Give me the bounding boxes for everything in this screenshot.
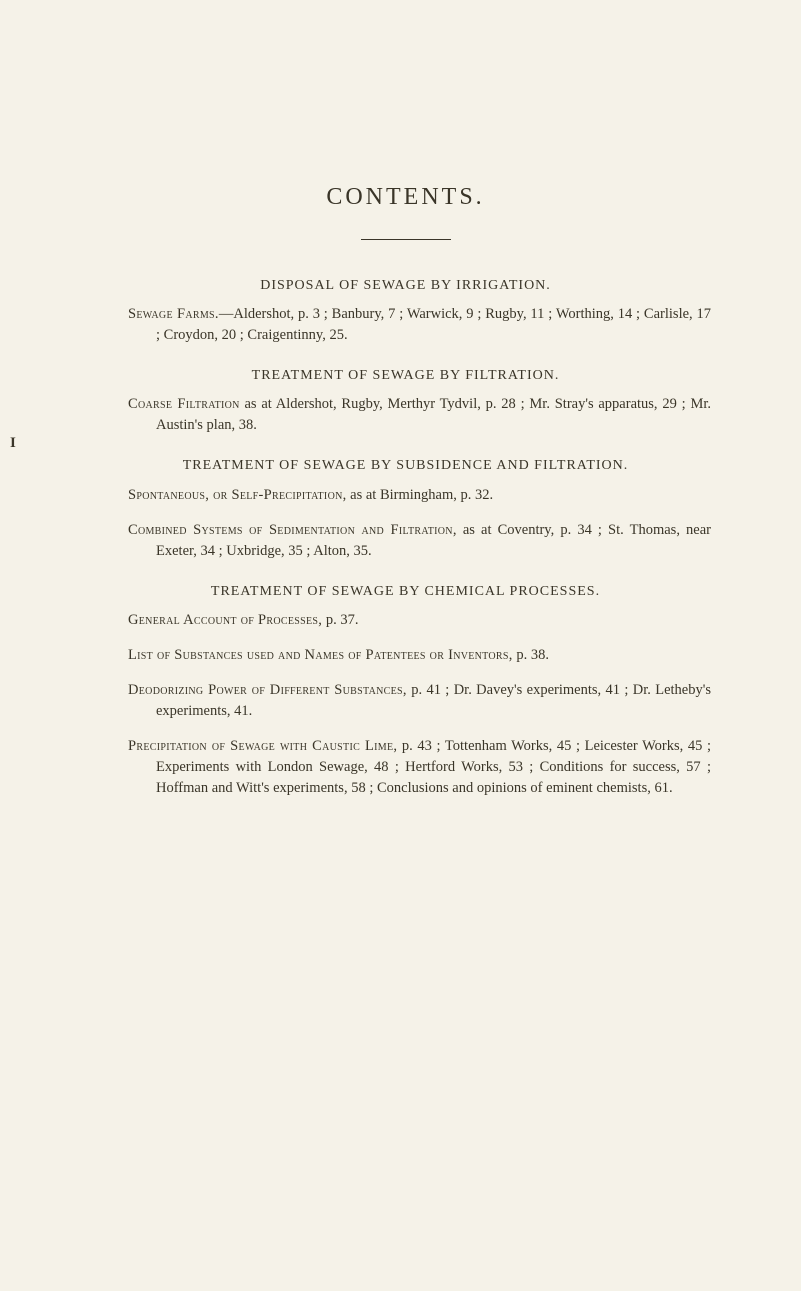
page-body: CONTENTS. DISPOSAL OF SEWAGE BY IRRIGATI… xyxy=(0,0,801,873)
entry-lead: Deodorizing Power of Different Substance… xyxy=(128,682,407,698)
entry-body: p. 38. xyxy=(513,647,549,663)
entry-lead: Sewage Farms. xyxy=(128,306,219,322)
entry-lead: List of Substances used and Names of Pat… xyxy=(128,647,513,663)
entry: Coarse Filtration as at Aldershot, Rugby… xyxy=(100,394,711,436)
section-heading: DISPOSAL OF SEWAGE BY IRRIGATION. xyxy=(100,276,711,296)
entry-lead: General Account of Processes, xyxy=(128,612,322,628)
entry: Deodorizing Power of Different Substance… xyxy=(100,680,711,722)
entry: Spontaneous, or Self-Precipitation, as a… xyxy=(100,485,711,506)
section-heading: TREATMENT OF SEWAGE BY FILTRATION. xyxy=(100,366,711,386)
entry-lead: Spontaneous, or Self-Precipitation, xyxy=(128,487,347,503)
entry-lead: Coarse Filtration xyxy=(128,396,240,412)
margin-mark: I xyxy=(10,435,16,452)
entry-lead: Precipitation of Sewage with Caustic Lim… xyxy=(128,738,397,754)
entry: Sewage Farms.—Aldershot, p. 3 ; Banbury,… xyxy=(100,304,711,346)
entry: Precipitation of Sewage with Caustic Lim… xyxy=(100,736,711,799)
entry: List of Substances used and Names of Pat… xyxy=(100,645,711,666)
contents-title: CONTENTS. xyxy=(100,180,711,215)
entry-lead: Combined Systems of Sedimentation and Fi… xyxy=(128,522,457,538)
entry-body: —Aldershot, p. 3 ; Banbury, 7 ; Warwick,… xyxy=(156,306,711,343)
section-heading: TREATMENT OF SEWAGE BY CHEMICAL PROCESSE… xyxy=(100,582,711,602)
title-rule xyxy=(361,239,451,240)
entry-body: as at Aldershot, Rugby, Merthyr Tydvil, … xyxy=(156,396,711,433)
entry: Combined Systems of Sedimentation and Fi… xyxy=(100,520,711,562)
section-heading: TREATMENT OF SEWAGE BY SUBSIDENCE AND FI… xyxy=(100,456,711,476)
entry-body: p. 37. xyxy=(322,612,358,628)
entry-body: as at Birmingham, p. 32. xyxy=(347,487,494,503)
entry: General Account of Processes, p. 37. xyxy=(100,610,711,631)
